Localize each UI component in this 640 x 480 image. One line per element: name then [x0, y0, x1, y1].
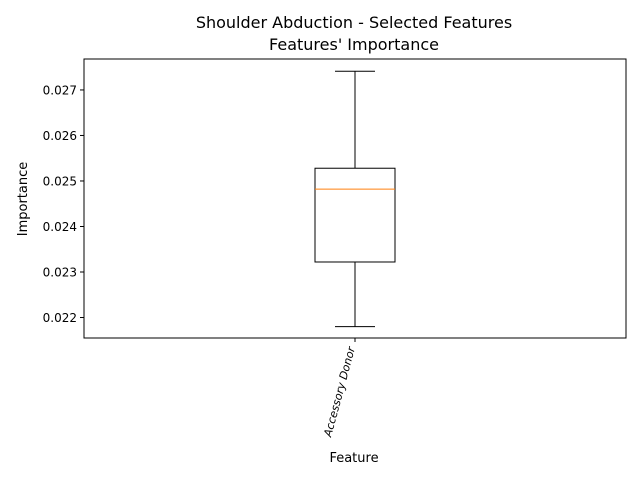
y-tick-label: 0.026 — [43, 129, 77, 143]
y-tick-label: 0.027 — [43, 83, 77, 97]
y-tick-label: 0.025 — [43, 174, 77, 188]
box-plot-series — [314, 70, 396, 328]
x-axis: Accessory Donor — [321, 338, 358, 439]
y-axis-label: Importance — [16, 162, 31, 237]
y-tick-label: 0.022 — [43, 311, 77, 325]
chart-subtitle: Features' Importance — [269, 35, 439, 54]
x-tick-label: Accessory Donor — [321, 344, 358, 439]
y-tick-label: 0.023 — [43, 266, 77, 280]
chart-title: Shoulder Abduction - Selected Features — [196, 13, 512, 32]
box-iqr — [314, 167, 396, 263]
y-axis: 0.022 0.023 0.024 0.025 0.026 0.027 — [43, 83, 84, 325]
y-tick-label: 0.024 — [43, 220, 77, 234]
x-axis-label: Feature — [329, 451, 378, 466]
